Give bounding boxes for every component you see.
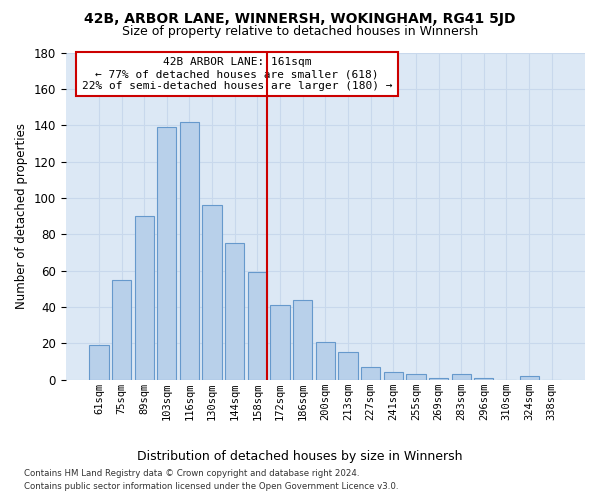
Bar	[202, 205, 222, 380]
Bar	[474, 378, 493, 380]
Bar	[157, 127, 176, 380]
Bar	[112, 280, 131, 380]
Bar	[406, 374, 425, 380]
Bar	[361, 367, 380, 380]
Bar	[383, 372, 403, 380]
Bar	[225, 244, 244, 380]
Bar	[429, 378, 448, 380]
Text: 42B ARBOR LANE: 161sqm
← 77% of detached houses are smaller (618)
22% of semi-de: 42B ARBOR LANE: 161sqm ← 77% of detached…	[82, 58, 392, 90]
Bar	[520, 376, 539, 380]
Bar	[89, 345, 109, 380]
Bar	[271, 305, 290, 380]
Text: Size of property relative to detached houses in Winnersh: Size of property relative to detached ho…	[122, 25, 478, 38]
Bar	[452, 374, 471, 380]
Text: 42B, ARBOR LANE, WINNERSH, WOKINGHAM, RG41 5JD: 42B, ARBOR LANE, WINNERSH, WOKINGHAM, RG…	[84, 12, 516, 26]
Y-axis label: Number of detached properties: Number of detached properties	[15, 123, 28, 309]
Text: Distribution of detached houses by size in Winnersh: Distribution of detached houses by size …	[137, 450, 463, 463]
Bar	[248, 272, 267, 380]
Bar	[338, 352, 358, 380]
Bar	[134, 216, 154, 380]
Text: Contains public sector information licensed under the Open Government Licence v3: Contains public sector information licen…	[24, 482, 398, 491]
Bar	[180, 122, 199, 380]
Text: Contains HM Land Registry data © Crown copyright and database right 2024.: Contains HM Land Registry data © Crown c…	[24, 468, 359, 477]
Bar	[293, 300, 313, 380]
Bar	[316, 342, 335, 380]
